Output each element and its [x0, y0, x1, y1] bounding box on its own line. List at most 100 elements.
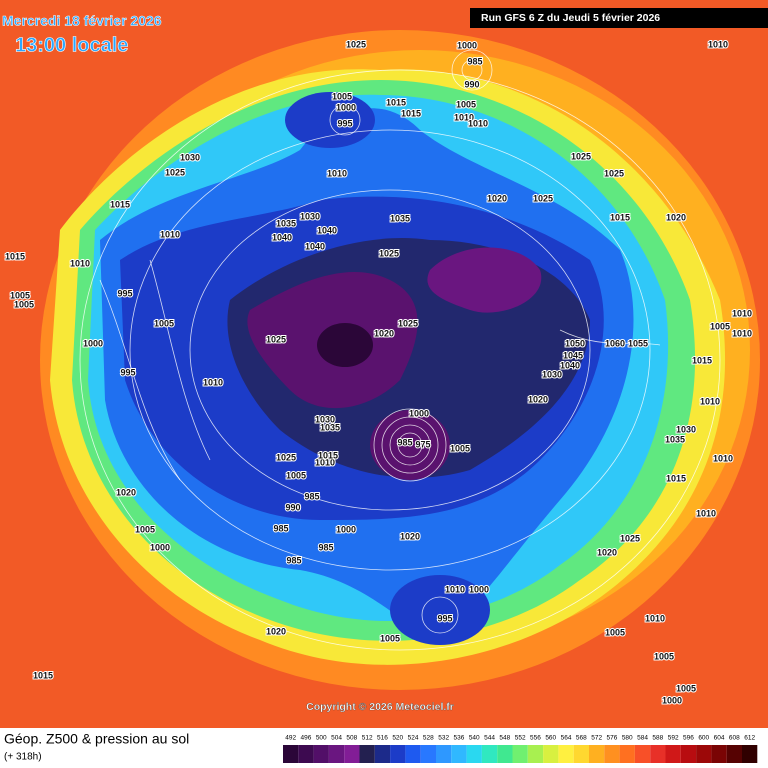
legend-swatch [634, 745, 651, 763]
run-box [470, 8, 768, 28]
legend-tick-label: 516 [377, 735, 388, 742]
legend-tick-label: 596 [683, 735, 694, 742]
legend-tick-label: 568 [576, 735, 587, 742]
pressure-label: 1005 [135, 524, 155, 534]
pressure-label: 1020 [528, 394, 548, 404]
pressure-label: 1040 [560, 360, 580, 370]
legend-swatch [604, 745, 620, 763]
legend-tick-label: 540 [469, 735, 480, 742]
pressure-label: 1015 [318, 450, 338, 460]
pressure-label: 1020 [666, 212, 686, 222]
legend-tick-label: 584 [637, 735, 648, 742]
pressure-label: 1015 [666, 473, 686, 483]
pressure-label: 1015 [401, 108, 421, 118]
pressure-label: 1010 [732, 308, 752, 318]
pressure-label: 985 [286, 555, 301, 565]
pressure-label: 995 [120, 367, 135, 377]
legend-swatch [405, 745, 421, 763]
pressure-label: 985 [467, 56, 482, 66]
pressure-label: 1005 [154, 318, 174, 328]
isobars [79, 49, 721, 651]
map-field [0, 0, 768, 728]
pressure-label: 1025 [620, 533, 640, 543]
pressure-label: 1005 [14, 299, 34, 309]
legend-tick-label: 496 [301, 735, 312, 742]
legend-tick-label: 536 [454, 735, 465, 742]
pressure-label: 985 [273, 523, 288, 533]
legend-swatch [573, 745, 589, 763]
legend-swatch [328, 745, 345, 763]
pressure-label: 1030 [542, 369, 562, 379]
pressure-label: 1030 [300, 211, 320, 221]
legend-swatch [726, 745, 742, 763]
pressure-label: 1030 [315, 414, 335, 424]
pressure-label: 1000 [662, 695, 682, 705]
legend-swatch [711, 745, 727, 763]
pressure-label: 1010 [203, 377, 223, 387]
pressure-label: 1000 [336, 102, 356, 112]
pressure-label: 985 [397, 437, 412, 447]
pressure-label: 1025 [379, 248, 399, 258]
legend-swatch [589, 745, 605, 763]
pressure-label: 1045 [563, 350, 583, 360]
pressure-label: 1000 [469, 584, 489, 594]
legend-swatch [283, 745, 299, 763]
legend-tick-label: 580 [622, 735, 633, 742]
pressure-label: 995 [117, 288, 132, 298]
pressure-label: 1020 [374, 328, 394, 338]
legend-tick-label: 548 [499, 735, 510, 742]
legend-tick-label: 604 [714, 735, 725, 742]
pressure-label: 1010 [454, 112, 474, 122]
pressure-label: 1030 [676, 424, 696, 434]
legend-tick-label: 564 [561, 735, 572, 742]
pressure-label: 1055 [628, 338, 648, 348]
legend-tick-label: 504 [331, 735, 342, 742]
pressure-label: 1020 [400, 531, 420, 541]
pressure-label: 1010 [645, 613, 665, 623]
pressure-label: 1000 [150, 542, 170, 552]
pressure-label: 1040 [272, 232, 292, 242]
legend-tick-label: 500 [316, 735, 327, 742]
legend-swatch [650, 745, 666, 763]
pressure-label: 1025 [533, 193, 553, 203]
run-info: Run GFS 6 Z du Jeudi 5 février 2026 [481, 12, 660, 24]
pressure-label: 1000 [336, 524, 356, 534]
pressure-label: 1035 [665, 434, 685, 444]
legend-swatch [359, 745, 375, 763]
legend-tick-label: 572 [591, 735, 602, 742]
pressure-label: 1015 [110, 199, 130, 209]
pressure-label: 1005 [332, 91, 352, 101]
pressure-label: 1000 [83, 338, 103, 348]
pressure-label: 1020 [116, 487, 136, 497]
pressure-label: 1005 [456, 99, 476, 109]
pressure-label: 1020 [266, 626, 286, 636]
legend-swatch [619, 745, 635, 763]
pressure-label: 1030 [180, 152, 200, 162]
pressure-label: 1035 [276, 218, 296, 228]
pressure-label: 1025 [398, 318, 418, 328]
local-time: 13:00 locale [15, 34, 128, 56]
copyright: Copyright © 2026 Meteociel.fr [306, 701, 454, 713]
footer-lead: (+ 318h) [4, 752, 42, 763]
pressure-label: 1035 [390, 213, 410, 223]
legend-swatch [527, 745, 544, 763]
legend-tick-label: 576 [607, 735, 618, 742]
legend-swatch [390, 745, 406, 763]
pressure-label: 1040 [305, 241, 325, 251]
legend-swatch [420, 745, 436, 763]
legend-swatch [696, 745, 712, 763]
pressure-label: 995 [437, 613, 452, 623]
pressure-label: 1010 [732, 328, 752, 338]
pressure-label: 1000 [409, 408, 429, 418]
legend-swatch [742, 745, 758, 763]
legend-tick-label: 520 [392, 735, 403, 742]
legend-swatch [436, 745, 452, 763]
pressure-label: 1060 [605, 338, 625, 348]
pressure-label: 1010 [315, 457, 335, 467]
pressure-label: 990 [464, 79, 479, 89]
legend-swatch [512, 745, 528, 763]
legend-tick-label: 592 [668, 735, 679, 742]
date: Mercredi 18 février 2026 [2, 13, 162, 29]
legend-swatch [298, 745, 314, 763]
